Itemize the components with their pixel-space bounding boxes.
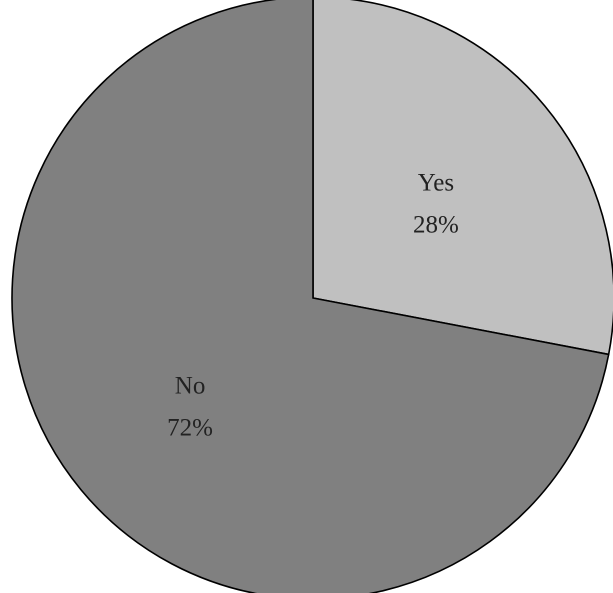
pie-label-yes: Yes bbox=[418, 169, 454, 196]
pie-slices bbox=[11, 0, 613, 593]
pie-labels: Yes 28% No 72% bbox=[167, 169, 459, 441]
pie-value-yes: 28% bbox=[413, 211, 459, 238]
pie-slice-yes bbox=[312, 0, 613, 356]
pie-slice-no bbox=[11, 0, 610, 593]
pie-value-no: 72% bbox=[167, 415, 213, 442]
pie-label-no: No bbox=[175, 373, 206, 400]
